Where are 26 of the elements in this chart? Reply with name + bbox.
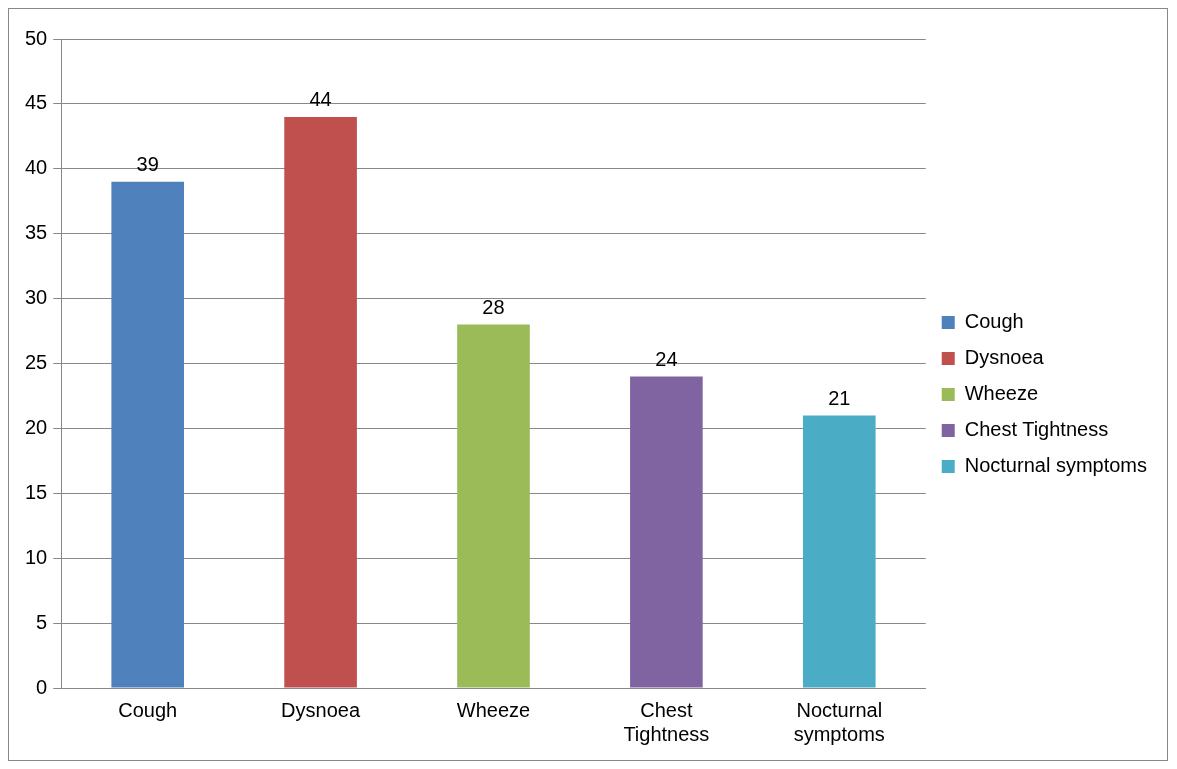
x-tick-label: Dysnoea xyxy=(281,698,361,721)
y-tick-label: 25 xyxy=(25,351,48,374)
legend-label: Dysnoea xyxy=(964,346,1045,369)
y-tick-label: 50 xyxy=(25,26,48,49)
legend-label: Chest Tightness xyxy=(964,418,1109,441)
y-tick-label: 40 xyxy=(25,156,48,179)
data-label: 44 xyxy=(309,88,332,111)
data-label: 28 xyxy=(482,296,505,319)
y-tick-label: 45 xyxy=(25,91,48,114)
y-tick-label: 5 xyxy=(36,610,48,633)
data-label: 24 xyxy=(655,348,678,370)
legend-label: Cough xyxy=(964,310,1024,333)
legend-label: Wheeze xyxy=(964,382,1039,405)
x-tick-label: Cough xyxy=(118,698,178,721)
y-tick-label: 10 xyxy=(25,545,48,568)
x-tick-label: Wheeze xyxy=(456,698,531,721)
y-tick-label: 0 xyxy=(36,675,48,698)
y-tick-label: 20 xyxy=(25,415,48,438)
y-tick-label: 15 xyxy=(25,480,48,503)
y-tick-label: 30 xyxy=(25,286,48,309)
legend-label: Nocturnal symptoms xyxy=(964,454,1148,477)
data-label: 39 xyxy=(136,153,159,176)
y-tick-label: 35 xyxy=(25,221,48,244)
data-label: 21 xyxy=(828,386,851,409)
x-tick-label: Chest Tightness xyxy=(623,698,710,745)
x-tick-label: Nocturnal symptoms xyxy=(793,698,885,745)
